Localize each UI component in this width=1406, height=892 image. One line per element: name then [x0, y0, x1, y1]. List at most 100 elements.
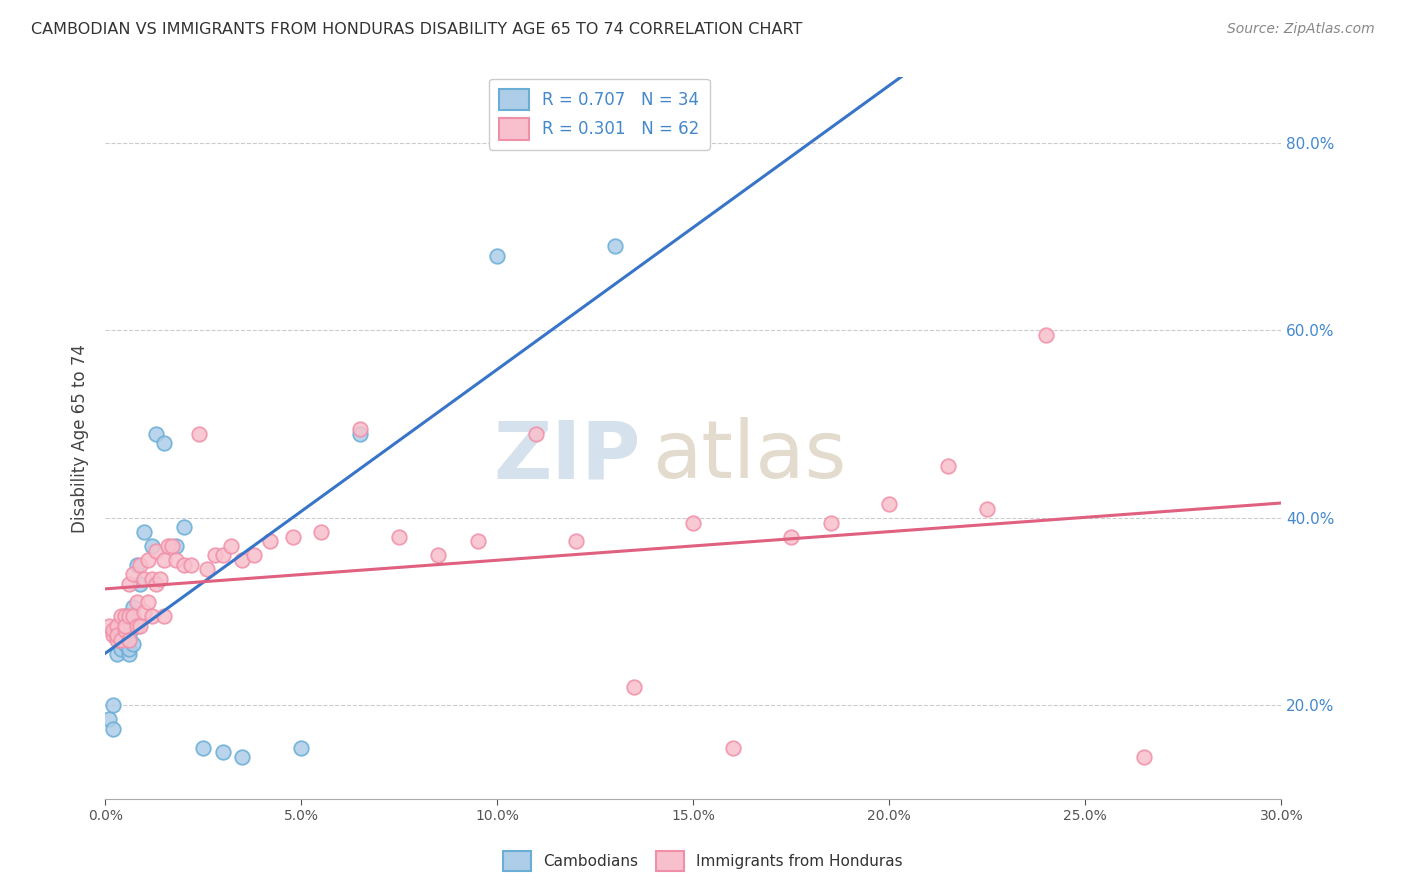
Point: [820, 516, 842, 530]
Point: [118, 576, 141, 591]
Point: [173, 558, 195, 572]
Point: [129, 618, 152, 632]
Point: [211, 549, 233, 563]
Point: [98, 618, 121, 632]
Point: [134, 572, 156, 586]
Point: [180, 558, 202, 572]
Point: [188, 426, 211, 441]
Point: [105, 632, 128, 647]
Legend: Cambodians, Immigrants from Honduras: Cambodians, Immigrants from Honduras: [498, 846, 908, 877]
Point: [309, 524, 332, 539]
Point: [110, 632, 132, 647]
Text: atlas: atlas: [652, 417, 846, 495]
Point: [721, 740, 744, 755]
Point: [156, 539, 179, 553]
Point: [231, 750, 253, 764]
Point: [153, 436, 176, 450]
Point: [153, 609, 176, 624]
Point: [114, 609, 136, 624]
Text: ZIP: ZIP: [494, 417, 640, 495]
Point: [110, 609, 132, 624]
Point: [125, 595, 148, 609]
Point: [145, 426, 167, 441]
Point: [121, 567, 143, 582]
Point: [118, 632, 141, 647]
Point: [125, 558, 148, 572]
Point: [879, 497, 901, 511]
Point: [173, 520, 195, 534]
Point: [121, 637, 143, 651]
Legend: R = 0.707   N = 34, R = 0.301   N = 62: R = 0.707 N = 34, R = 0.301 N = 62: [489, 78, 710, 150]
Point: [121, 618, 143, 632]
Point: [105, 618, 128, 632]
Point: [134, 605, 156, 619]
Point: [780, 530, 803, 544]
Point: [976, 501, 998, 516]
Point: [125, 618, 148, 632]
Point: [121, 609, 143, 624]
Point: [114, 618, 136, 632]
Point: [138, 553, 160, 567]
Point: [349, 422, 371, 436]
Point: [118, 628, 141, 642]
Point: [160, 539, 183, 553]
Point: [105, 647, 128, 661]
Point: [467, 534, 489, 549]
Point: [145, 576, 167, 591]
Point: [118, 609, 141, 624]
Point: [243, 549, 266, 563]
Point: [936, 459, 959, 474]
Point: [682, 516, 704, 530]
Point: [145, 543, 167, 558]
Point: [1133, 750, 1156, 764]
Point: [105, 618, 128, 632]
Point: [118, 642, 141, 657]
Point: [564, 534, 586, 549]
Point: [134, 524, 156, 539]
Point: [388, 530, 411, 544]
Point: [349, 426, 371, 441]
Point: [204, 549, 226, 563]
Point: [427, 549, 450, 563]
Point: [101, 722, 124, 736]
Point: [290, 740, 312, 755]
Point: [141, 609, 163, 624]
Point: [283, 530, 305, 544]
Point: [138, 595, 160, 609]
Point: [1035, 328, 1057, 343]
Point: [101, 624, 124, 638]
Point: [114, 637, 136, 651]
Point: [231, 553, 253, 567]
Point: [623, 680, 645, 694]
Point: [118, 647, 141, 661]
Point: [129, 576, 152, 591]
Point: [101, 628, 124, 642]
Point: [526, 426, 548, 441]
Point: [486, 248, 509, 262]
Point: [110, 642, 132, 657]
Point: [195, 562, 218, 576]
Point: [110, 624, 132, 638]
Point: [129, 558, 152, 572]
Point: [165, 553, 187, 567]
Point: [98, 713, 121, 727]
Point: [110, 632, 132, 647]
Point: [121, 599, 143, 614]
Point: [149, 572, 172, 586]
Point: [141, 539, 163, 553]
Point: [219, 539, 242, 553]
Text: Source: ZipAtlas.com: Source: ZipAtlas.com: [1227, 22, 1375, 37]
Point: [101, 698, 124, 713]
Point: [114, 609, 136, 624]
Point: [211, 745, 233, 759]
Text: CAMBODIAN VS IMMIGRANTS FROM HONDURAS DISABILITY AGE 65 TO 74 CORRELATION CHART: CAMBODIAN VS IMMIGRANTS FROM HONDURAS DI…: [31, 22, 803, 37]
Y-axis label: Disability Age 65 to 74: Disability Age 65 to 74: [72, 343, 89, 533]
Point: [114, 624, 136, 638]
Point: [165, 539, 187, 553]
Point: [105, 628, 128, 642]
Point: [141, 572, 163, 586]
Point: [153, 553, 176, 567]
Point: [193, 740, 215, 755]
Point: [603, 239, 626, 253]
Point: [114, 618, 136, 632]
